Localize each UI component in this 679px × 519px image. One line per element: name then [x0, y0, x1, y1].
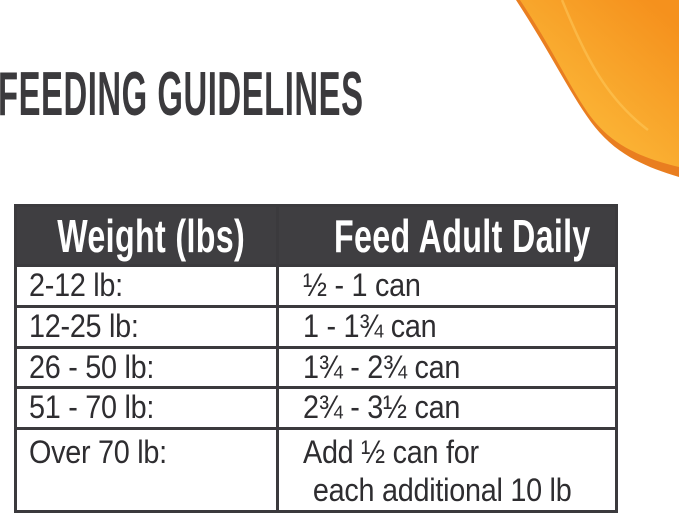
feed-cell: 1 - 1¾ can — [276, 304, 618, 349]
table-row: 2-12 lb: ½ - 1 can — [14, 264, 618, 308]
feed-cell: ½ - 1 can — [276, 264, 618, 308]
table-row: Over 70 lb: Add ½ can for each additiona… — [14, 427, 618, 513]
weight-cell: Over 70 lb: — [14, 427, 279, 513]
weight-cell: 26 - 50 lb: — [14, 345, 279, 390]
page-title-text: FEEDING GUIDELINES — [0, 60, 364, 129]
column-header-feed-label: Feed Adult Daily — [334, 209, 591, 262]
table-row: 51 - 70 lb: 2¾ - 3½ can — [14, 386, 618, 430]
feed-cell: Add ½ can for each additional 10 lb — [276, 427, 618, 513]
weight-cell: 2-12 lb: — [14, 264, 279, 308]
table-row: 26 - 50 lb: 1¾ - 2¾ can — [14, 345, 618, 390]
page-title: FEEDING GUIDELINES — [0, 64, 679, 126]
table-row: 12-25 lb: 1 - 1¾ can — [14, 304, 618, 349]
feed-cell-line-1: Add ½ can for — [303, 434, 479, 470]
feeding-guidelines-table: Weight (lbs) Feed Adult Daily 2-12 lb: ½… — [14, 204, 618, 513]
column-header-weight: Weight (lbs) — [14, 204, 279, 267]
column-header-weight-label: Weight (lbs) — [57, 209, 246, 262]
feed-cell-line-2: each additional 10 lb — [312, 471, 572, 508]
feed-cell: 2¾ - 3½ can — [276, 386, 618, 430]
weight-cell: 12-25 lb: — [14, 304, 279, 349]
feed-cell: 1¾ - 2¾ can — [276, 345, 618, 390]
column-header-feed: Feed Adult Daily — [276, 204, 618, 267]
table-header-row: Weight (lbs) Feed Adult Daily — [14, 204, 618, 267]
weight-cell: 51 - 70 lb: — [14, 386, 279, 430]
